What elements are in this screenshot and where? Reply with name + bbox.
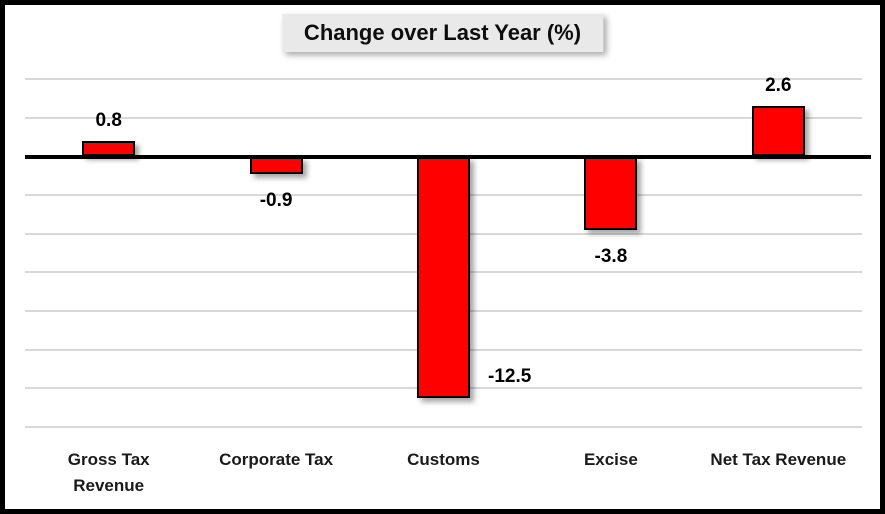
gridline--14 <box>25 425 862 428</box>
bar-customs <box>417 156 470 398</box>
bar-corporate-tax <box>249 156 303 174</box>
gridline-2 <box>25 116 862 119</box>
category-label-corporate-tax: Corporate Tax <box>219 450 334 469</box>
category-label-customs: Customs <box>407 450 480 469</box>
data-label-1: -0.9 <box>259 189 293 211</box>
gridline-4 <box>25 78 862 81</box>
bar-excise <box>584 156 638 230</box>
data-label-3: -3.8 <box>594 245 628 267</box>
category-label-excise: Excise <box>583 450 638 469</box>
data-label-0: 0.8 <box>95 110 122 132</box>
zero-axis-line <box>25 154 871 159</box>
bar-net-tax-revenue <box>751 106 805 157</box>
data-label-2: -12.5 <box>488 365 532 387</box>
category-label-net-tax-revenue: Net Tax Revenue <box>710 450 847 469</box>
category-label-gross-tax-revenue: Gross Tax Revenue <box>67 450 150 496</box>
chart-title: Change over Last Year (%) <box>281 14 604 52</box>
data-label-4: 2.6 <box>765 75 792 97</box>
